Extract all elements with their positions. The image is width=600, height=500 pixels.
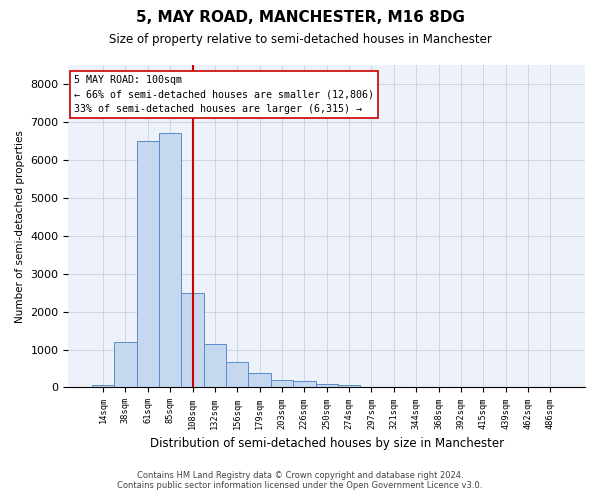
- Bar: [137, 141, 159, 388]
- X-axis label: Distribution of semi-detached houses by size in Manchester: Distribution of semi-detached houses by …: [149, 437, 504, 450]
- Bar: [248, 373, 271, 388]
- Bar: [226, 362, 248, 388]
- Bar: [92, 386, 114, 388]
- Text: 5, MAY ROAD, MANCHESTER, M16 8DG: 5, MAY ROAD, MANCHESTER, M16 8DG: [136, 10, 464, 25]
- Bar: [316, 384, 338, 388]
- Bar: [159, 134, 181, 388]
- Bar: [204, 344, 226, 388]
- Bar: [181, 292, 204, 388]
- Bar: [271, 380, 293, 388]
- Bar: [338, 385, 360, 388]
- Text: 5 MAY ROAD: 100sqm
← 66% of semi-detached houses are smaller (12,806)
33% of sem: 5 MAY ROAD: 100sqm ← 66% of semi-detache…: [74, 74, 374, 114]
- Bar: [293, 381, 316, 388]
- Y-axis label: Number of semi-detached properties: Number of semi-detached properties: [15, 130, 25, 322]
- Text: Contains HM Land Registry data © Crown copyright and database right 2024.
Contai: Contains HM Land Registry data © Crown c…: [118, 470, 482, 490]
- Text: Size of property relative to semi-detached houses in Manchester: Size of property relative to semi-detach…: [109, 32, 491, 46]
- Bar: [360, 386, 383, 388]
- Bar: [114, 342, 137, 388]
